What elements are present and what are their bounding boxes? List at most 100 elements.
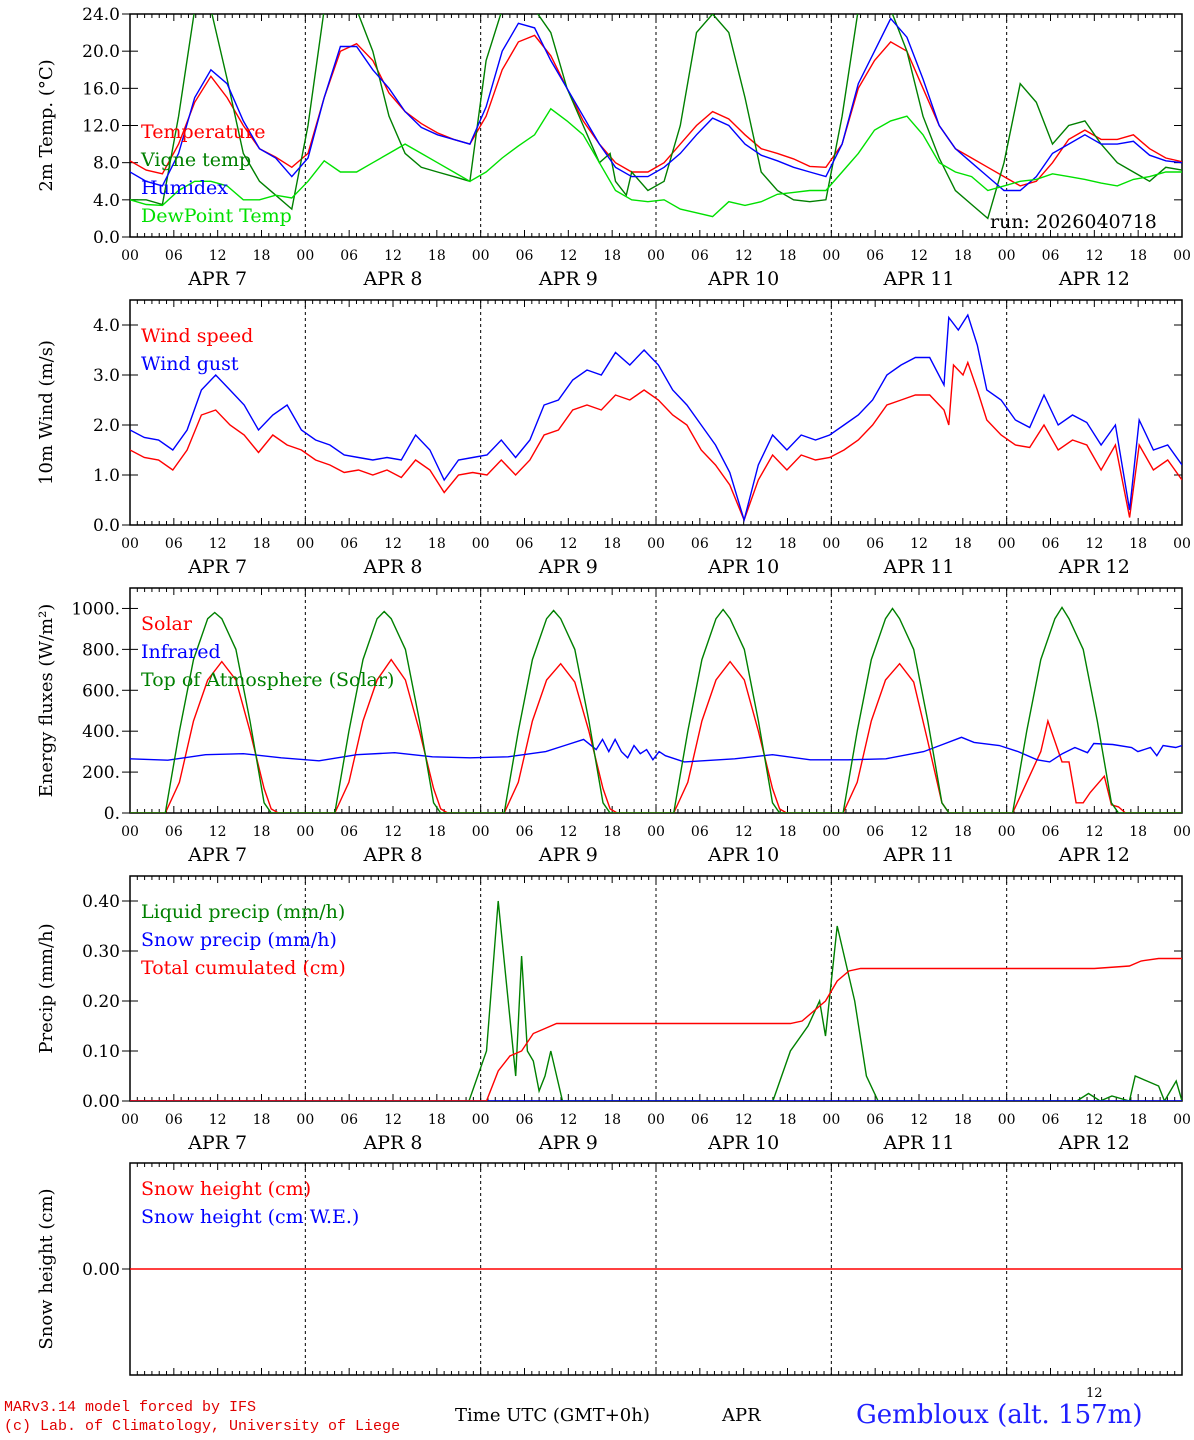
x-hour-label: 00 [647, 1112, 665, 1128]
y-tick-label: 800. [82, 640, 120, 660]
y-axis-label: Snow height (cm) [36, 1188, 57, 1349]
series-humidex [130, 17, 1182, 192]
x-hour-label: 12 [209, 248, 227, 264]
y-tick-label: 1000. [71, 599, 120, 619]
x-hour-label: 12 [735, 1112, 753, 1128]
x-hour-label: 12 [1085, 824, 1103, 840]
series-solar [130, 658, 1182, 813]
series-vigne-temp [130, 14, 1182, 220]
x-hour-label: 18 [603, 248, 621, 264]
x-hour-label: 00 [472, 824, 490, 840]
series-wind-speed [130, 360, 1182, 522]
x-day-label: APR 10 [707, 556, 779, 578]
x-hour-label: 18 [603, 536, 621, 552]
x-hour-label: 06 [516, 1112, 534, 1128]
x-hour-label: 06 [1042, 824, 1060, 840]
x-hour-label: 06 [340, 248, 358, 264]
x-hour-label: 00 [998, 248, 1016, 264]
x-hour-label: 00 [121, 1112, 139, 1128]
x-hour-label: 06 [340, 536, 358, 552]
x-day-label: APR 8 [363, 844, 423, 866]
y-axis-label: 10m Wind (m/s) [36, 340, 57, 485]
model-line: MARv3.14 model forced by IFS [4, 1399, 257, 1416]
x-day-label: APR 12 [1058, 844, 1130, 866]
legend-entry: Temperature [141, 121, 265, 143]
series-liquid-precip-mm-h [130, 900, 1182, 1101]
x-day-label: APR 9 [538, 1132, 598, 1154]
x-hour-label: 06 [866, 248, 884, 264]
x-hour-label: 00 [296, 824, 314, 840]
x-hour-label: 12 [384, 824, 402, 840]
x-day-label: APR 7 [187, 556, 247, 578]
x-hour-label: 12 [735, 824, 753, 840]
x-hour-label: 18 [428, 1112, 446, 1128]
x-hour-label: 00 [1173, 824, 1191, 840]
y-tick-label: 0.30 [82, 942, 120, 962]
x-day-label: APR 11 [882, 1132, 954, 1154]
panel-snow: 0.00 Snow height (cm) Snow height (cm) Snow… [36, 1162, 1183, 1376]
x-day-label: APR 8 [363, 268, 423, 290]
run-annotation: run: 2026040718 [990, 211, 1157, 233]
legend-entry: Wind speed [141, 325, 253, 347]
x-hour-label: 18 [603, 1112, 621, 1128]
series-infrared [130, 736, 1182, 763]
x-hour-label: 00 [998, 1112, 1016, 1128]
x-hour-label: 18 [954, 248, 972, 264]
x-hour-label: 00 [121, 536, 139, 552]
panel-frame [129, 13, 1183, 238]
x-hour-label: 00 [472, 1112, 490, 1128]
x-hour-label: 00 [647, 536, 665, 552]
x-hour-label: 12 [1085, 536, 1103, 552]
series-dewpoint-temp [130, 107, 1182, 218]
x-hour-label: 18 [253, 248, 271, 264]
x-hour-label: 06 [165, 248, 183, 264]
y-tick-label: 4.0 [93, 191, 120, 211]
x-hour-label: 00 [1173, 536, 1191, 552]
x-hour-label: 12 [384, 1112, 402, 1128]
y-tick-label: 4.0 [93, 316, 120, 336]
x-hour-label: 00 [647, 248, 665, 264]
y-tick-label: 1.0 [93, 466, 120, 486]
legend-entry: DewPoint Temp [141, 205, 292, 227]
x-hour-label: 18 [1129, 536, 1147, 552]
x-day-label: APR 9 [538, 556, 598, 578]
x-hour-label: 06 [165, 536, 183, 552]
legend-entry: Solar [141, 613, 193, 635]
x-hour-label: 00 [1173, 1112, 1191, 1128]
legend-entry: Wind gust [141, 353, 239, 375]
x-hour-label: 00 [121, 248, 139, 264]
y-axis-label: Energy fluxes (W/m²) [36, 604, 57, 798]
y-tick-label: 400. [82, 722, 120, 742]
x-hour-label: 18 [954, 536, 972, 552]
x-hour-label: 12 [735, 536, 753, 552]
legend-entry: Infrared [141, 641, 221, 663]
x-hour-label: 00 [998, 536, 1016, 552]
x-day-label: APR 10 [707, 1132, 779, 1154]
y-tick-label: 0.10 [82, 1042, 120, 1062]
x-day-label: APR 12 [1058, 268, 1130, 290]
legend-entry: Humidex [141, 177, 228, 199]
x-hour-label: 00 [822, 536, 840, 552]
x-hour-label: 18 [428, 824, 446, 840]
time-axis-label: Time UTC (GMT+0h) [455, 1405, 650, 1426]
x-day-label: APR 9 [538, 268, 598, 290]
y-tick-label: 600. [82, 681, 120, 701]
x-hour-label: 00 [296, 536, 314, 552]
station-title: Gembloux (alt. 157m) [856, 1400, 1143, 1430]
y-tick-label: 2.0 [93, 416, 120, 436]
x-day-label: APR 11 [882, 268, 954, 290]
x-hour-label: 12 [910, 536, 928, 552]
x-day-label: APR 10 [707, 268, 779, 290]
x-hour-label: 18 [779, 824, 797, 840]
x-hour-label: 18 [954, 1112, 972, 1128]
x-hour-label: 12 [910, 1112, 928, 1128]
x-hour-label: 12 [1085, 248, 1103, 264]
y-tick-label: 0.00 [82, 1092, 120, 1112]
y-tick-label: 20.0 [82, 42, 120, 62]
x-hour-label: 12 [384, 248, 402, 264]
series-temperature [130, 34, 1182, 187]
series-wind-gust [130, 313, 1182, 523]
x-hour-label: 12 [209, 536, 227, 552]
x-hour-label: 12 [910, 248, 928, 264]
y-tick-label: 200. [82, 763, 120, 783]
